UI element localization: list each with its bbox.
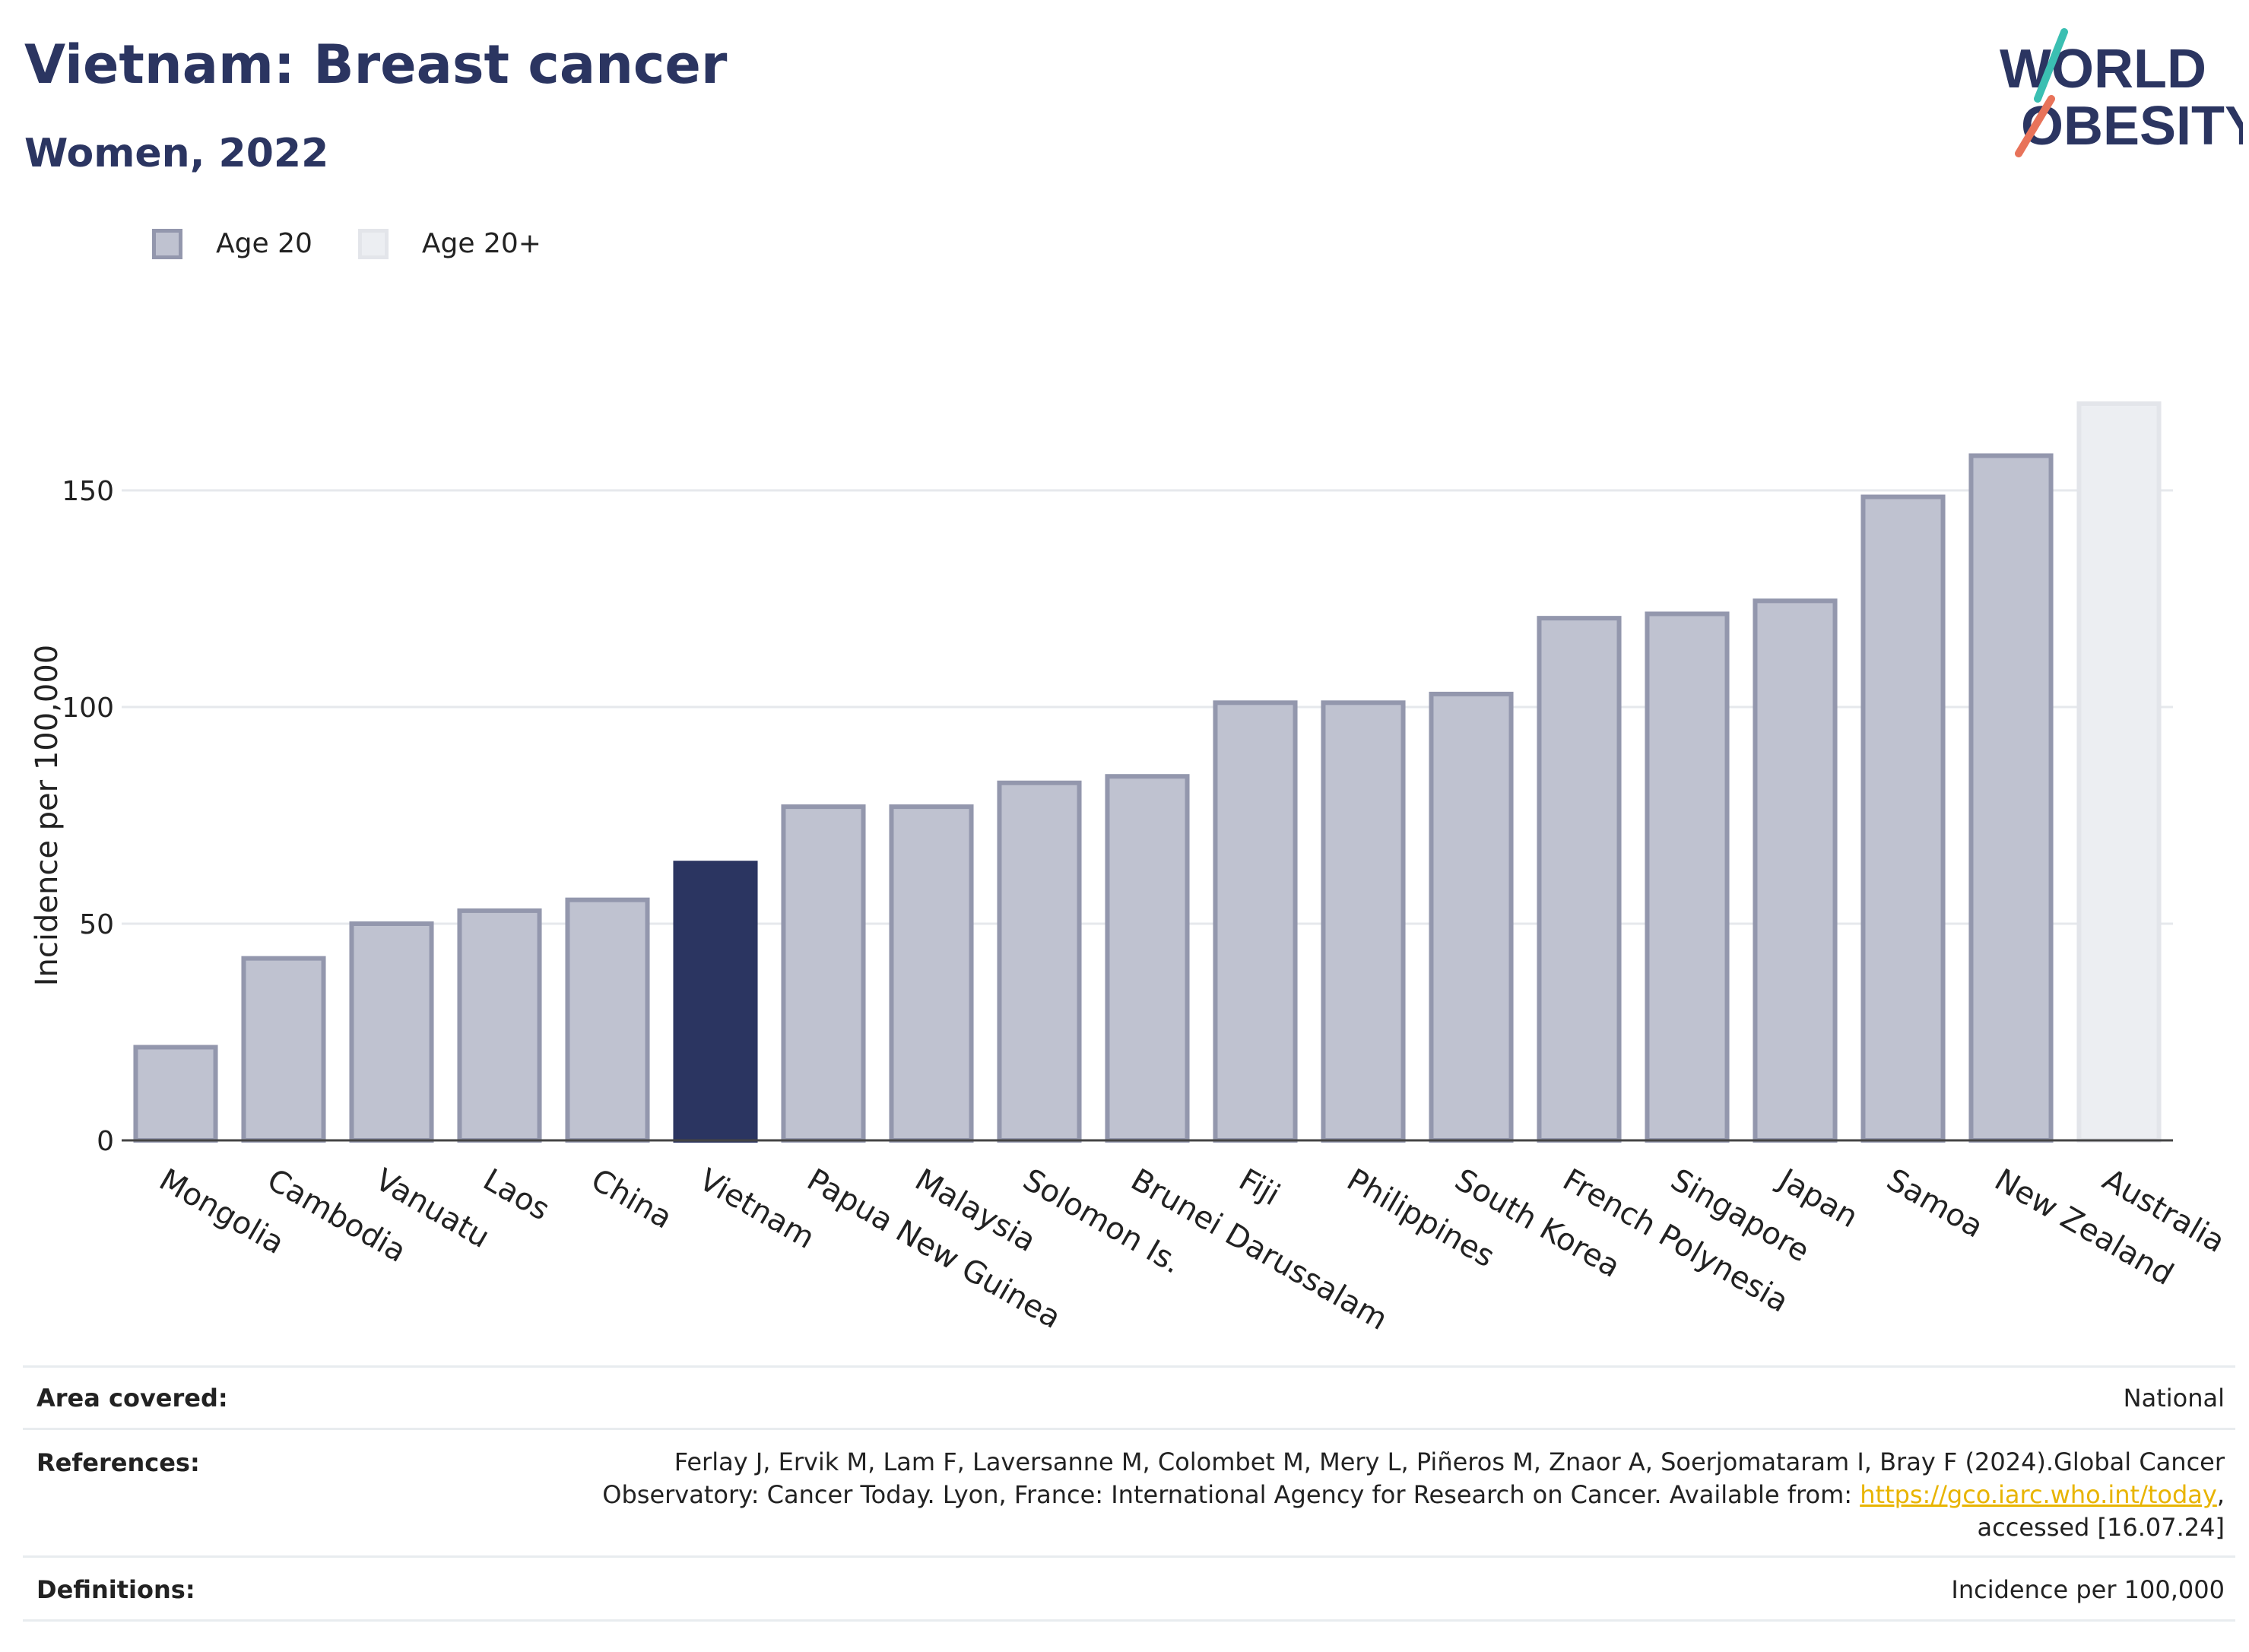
legend-item-age20plus[interactable]: Age 20+ bbox=[357, 228, 541, 259]
chart-title: Vietnam: Breast cancer bbox=[24, 33, 728, 96]
chart-subtitle: Women, 2022 bbox=[24, 131, 329, 176]
meta-divider-bottom bbox=[23, 1619, 2235, 1622]
references-line2-text: Observatory: Cancer Today. Lyon, France:… bbox=[602, 1480, 1860, 1509]
references-label: References: bbox=[36, 1448, 200, 1477]
area-covered-label: Area covered: bbox=[36, 1384, 228, 1413]
y-tick-label: 0 bbox=[97, 1126, 114, 1157]
references-value: Ferlay J, Ervik M, Lam F, Laversanne M, … bbox=[476, 1446, 2225, 1544]
x-tick-label: Laos bbox=[477, 1162, 556, 1228]
world-obesity-logo: WORLD OBESITY bbox=[2000, 28, 2243, 157]
bar-samoa[interactable] bbox=[1860, 494, 1946, 1143]
y-tick-label: 50 bbox=[79, 909, 114, 940]
x-tick-label: China bbox=[585, 1162, 678, 1236]
references-link[interactable]: https://gco.iarc.who.int/today bbox=[1860, 1480, 2217, 1509]
definitions-value: Incidence per 100,000 bbox=[1951, 1575, 2225, 1604]
bar-fiji[interactable] bbox=[1213, 700, 1298, 1143]
y-tick-label: 150 bbox=[62, 476, 114, 507]
references-line3: accessed [16.07.24] bbox=[1977, 1513, 2225, 1542]
chart-legend: Age 20 Age 20+ bbox=[152, 228, 587, 259]
bar-philippines[interactable] bbox=[1321, 700, 1406, 1143]
bar-cambodia[interactable] bbox=[241, 956, 326, 1143]
x-tick-label: Fiji bbox=[1233, 1162, 1286, 1213]
bar-malaysia[interactable] bbox=[889, 804, 974, 1143]
legend-item-age20[interactable]: Age 20 bbox=[152, 228, 312, 259]
bar-brunei-darussalam[interactable] bbox=[1105, 774, 1190, 1143]
x-tick-label: New Zealand bbox=[1989, 1162, 2180, 1292]
svg-text:WORLD: WORLD bbox=[2000, 39, 2206, 100]
x-tick-label: Vietnam bbox=[693, 1162, 820, 1256]
bar-solomon-is-[interactable] bbox=[997, 780, 1082, 1143]
bar-japan[interactable] bbox=[1753, 598, 1838, 1143]
bar-new-zealand[interactable] bbox=[1968, 453, 2054, 1143]
legend-swatch-age20 bbox=[152, 228, 182, 259]
bar-south-korea[interactable] bbox=[1429, 691, 1514, 1143]
bar-papua-new-guinea[interactable] bbox=[781, 804, 866, 1143]
svg-text:OBESITY: OBESITY bbox=[2021, 96, 2243, 157]
definitions-label: Definitions: bbox=[36, 1575, 195, 1604]
y-tick-label: 100 bbox=[62, 693, 114, 724]
bar-vanuatu[interactable] bbox=[349, 921, 434, 1143]
y-axis-label: Incidence per 100,000 bbox=[30, 645, 65, 987]
bar-laos[interactable] bbox=[457, 908, 542, 1143]
meta-divider-refs bbox=[23, 1555, 2235, 1558]
x-tick-label: Samoa bbox=[1881, 1162, 1989, 1245]
legend-label-age20: Age 20 bbox=[216, 228, 312, 259]
bar-mongolia[interactable] bbox=[133, 1045, 218, 1143]
meta-divider-top bbox=[23, 1365, 2235, 1368]
references-line1: Ferlay J, Ervik M, Lam F, Laversanne M, … bbox=[674, 1447, 2225, 1476]
bar-australia[interactable] bbox=[2076, 401, 2162, 1143]
area-covered-value: National bbox=[2123, 1384, 2225, 1413]
bar-singapore[interactable] bbox=[1645, 611, 1730, 1143]
meta-row-area bbox=[23, 1428, 2235, 1430]
legend-label-age20plus: Age 20+ bbox=[421, 228, 541, 259]
bar-china[interactable] bbox=[565, 897, 650, 1143]
bar-vietnam[interactable] bbox=[673, 861, 758, 1143]
legend-swatch-age20plus bbox=[357, 228, 389, 259]
references-line2-comma: , bbox=[2216, 1480, 2225, 1509]
references-line2: Observatory: Cancer Today. Lyon, France:… bbox=[476, 1479, 2225, 1511]
bar-french-polynesia[interactable] bbox=[1537, 616, 1622, 1143]
